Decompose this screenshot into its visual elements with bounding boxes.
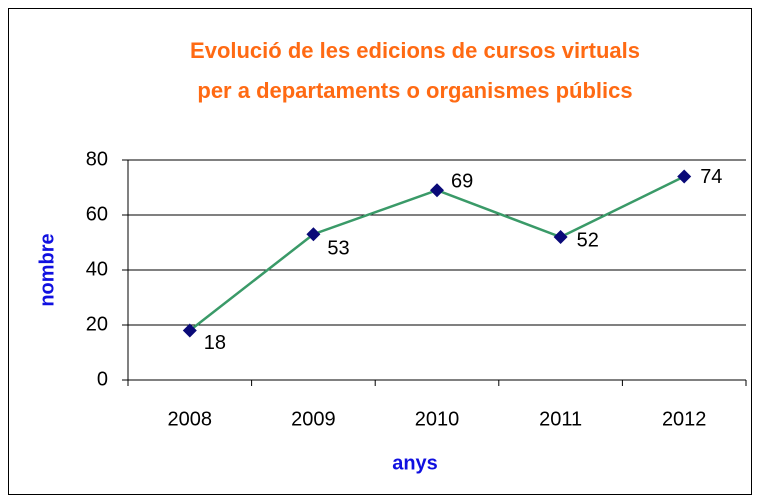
x-tick-label: 2012 [662,408,707,430]
chart-title: Evolució de les edicions de cursos virtu… [190,38,640,63]
x-tick-label: 2010 [415,408,460,430]
x-tick-label: 2008 [168,408,213,430]
data-label: 74 [700,166,722,188]
x-tick-label: 2011 [539,408,582,430]
marker [553,230,568,244]
chart-border [8,8,752,495]
data-label: 69 [451,171,473,193]
marker [306,227,321,242]
marker [430,183,444,198]
marker [182,323,197,338]
chart-title: per a departaments o organismes públics [197,78,632,103]
data-label: 53 [327,238,349,260]
y-tick-label: 60 [86,203,108,225]
y-tick-label: 80 [86,148,108,170]
x-tick-label: 2009 [291,408,336,430]
y-tick-label: 20 [86,313,108,335]
y-tick-label: 40 [86,258,108,280]
x-axis-title: anys [392,452,438,474]
y-axis-title: nombre [36,233,58,306]
data-label: 52 [577,229,599,251]
marker [677,169,692,184]
y-tick-label: 0 [97,368,108,390]
data-label: 18 [204,332,226,354]
